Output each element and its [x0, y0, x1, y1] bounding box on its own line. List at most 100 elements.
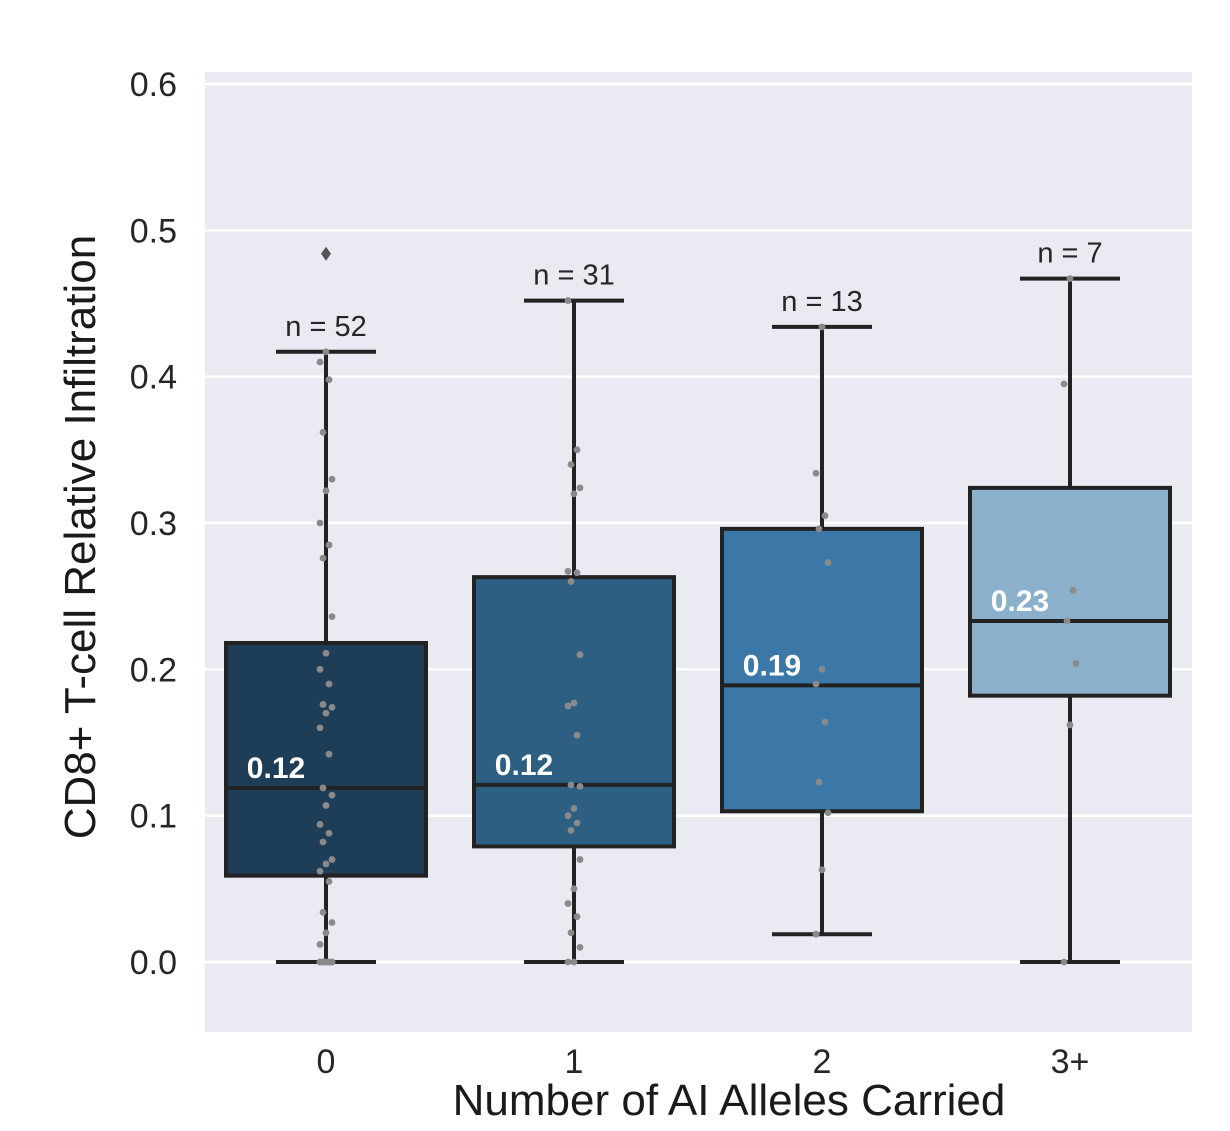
- sample-size-label: n = 7: [1037, 238, 1102, 270]
- data-point: [325, 750, 333, 758]
- data-point: [1072, 660, 1080, 667]
- data-point: [316, 941, 324, 948]
- data-point: [818, 323, 826, 331]
- data-point: [328, 856, 336, 863]
- median-value-label: 0.12: [247, 752, 305, 785]
- data-point: [570, 804, 578, 812]
- y-tick-label: 0.4: [130, 359, 177, 397]
- data-point: [564, 958, 572, 966]
- data-point: [576, 783, 584, 790]
- data-point: [319, 838, 327, 846]
- data-point: [567, 578, 575, 585]
- data-point: [564, 702, 572, 710]
- y-tick-label: 0.2: [130, 651, 177, 689]
- data-point: [573, 819, 581, 827]
- median-value-label: 0.19: [743, 649, 801, 682]
- data-point: [567, 826, 575, 834]
- data-point: [815, 525, 823, 533]
- data-point: [567, 781, 575, 789]
- data-point: [322, 649, 330, 657]
- data-point: [325, 958, 333, 966]
- y-axis-ticks: 0.0 0.1 0.2 0.3 0.4 0.5 0.6: [130, 66, 177, 982]
- data-point: [322, 860, 330, 868]
- data-point: [319, 701, 327, 708]
- data-point: [328, 791, 336, 799]
- data-point: [570, 958, 578, 966]
- data-point: [328, 475, 336, 483]
- x-tick-label: 3+: [1051, 1043, 1090, 1081]
- x-tick-label: 1: [565, 1043, 584, 1081]
- sample-size-label: n = 52: [285, 311, 366, 343]
- data-point: [325, 829, 333, 837]
- data-point: [316, 724, 324, 732]
- data-point: [564, 297, 572, 304]
- data-point: [576, 943, 584, 951]
- sample-size-label: n = 13: [781, 286, 862, 318]
- data-point: [319, 958, 327, 966]
- boxes: n = 52 0.12 n = 31 0.12 n = 13 0.19 n = 7 0.23: [224, 238, 1172, 966]
- box-iqr: [720, 526, 924, 814]
- data-point: [322, 929, 330, 937]
- data-point: [1066, 721, 1074, 729]
- data-point: [316, 821, 324, 828]
- data-point: [322, 802, 330, 809]
- x-tick-label: 2: [813, 1043, 832, 1081]
- box-group-2: n = 13 0.19: [720, 286, 924, 938]
- data-point: [319, 908, 327, 916]
- data-point: [316, 519, 324, 527]
- box-group-1: n = 31 0.12: [472, 260, 676, 966]
- data-point: [322, 709, 330, 717]
- sample-size-label: n = 31: [533, 260, 614, 292]
- data-point: [322, 487, 330, 495]
- x-axis-label: Number of AI Alleles Carried: [453, 1076, 1006, 1125]
- data-point: [821, 718, 829, 726]
- data-point: [815, 778, 823, 786]
- data-point: [570, 490, 578, 498]
- data-point: [316, 867, 324, 875]
- data-point: [812, 680, 820, 688]
- data-point: [573, 569, 581, 577]
- data-point: [319, 428, 327, 436]
- box-iqr: [472, 575, 676, 849]
- data-point: [564, 567, 572, 575]
- data-point: [570, 885, 578, 893]
- data-point: [1060, 380, 1068, 388]
- data-point: [570, 699, 578, 707]
- box-group-0: n = 52 0.12: [224, 246, 428, 966]
- data-point: [316, 665, 324, 673]
- data-point: [812, 930, 820, 938]
- data-point: [328, 703, 336, 711]
- data-point: [812, 469, 820, 477]
- data-point: [316, 358, 324, 366]
- data-point: [328, 919, 336, 926]
- data-point: [564, 900, 572, 907]
- data-point: [319, 784, 327, 792]
- data-point: [319, 554, 327, 562]
- data-point: [1060, 958, 1068, 966]
- data-point: [1063, 617, 1071, 625]
- data-point: [567, 461, 575, 468]
- data-point: [567, 929, 575, 937]
- data-point: [824, 559, 832, 566]
- data-point: [573, 913, 581, 921]
- median-value-label: 0.12: [495, 749, 553, 782]
- outlier-marker: [321, 246, 331, 261]
- y-tick-label: 0.1: [130, 798, 177, 836]
- y-tick-label: 0.0: [130, 944, 177, 982]
- data-point: [824, 809, 832, 817]
- data-point: [821, 512, 829, 520]
- median-value-label: 0.23: [991, 585, 1049, 618]
- data-point: [325, 541, 333, 549]
- data-point: [576, 651, 584, 659]
- data-point: [576, 856, 584, 863]
- data-point: [1069, 586, 1077, 594]
- data-point: [576, 484, 584, 492]
- x-axis-ticks: 0 1 2 3+: [317, 1043, 1090, 1081]
- data-point: [325, 376, 333, 383]
- data-point: [818, 665, 826, 673]
- box-iqr: [224, 640, 428, 878]
- box-group-3plus: n = 7 0.23: [968, 238, 1172, 966]
- y-tick-label: 0.5: [130, 212, 177, 250]
- data-point: [322, 348, 330, 356]
